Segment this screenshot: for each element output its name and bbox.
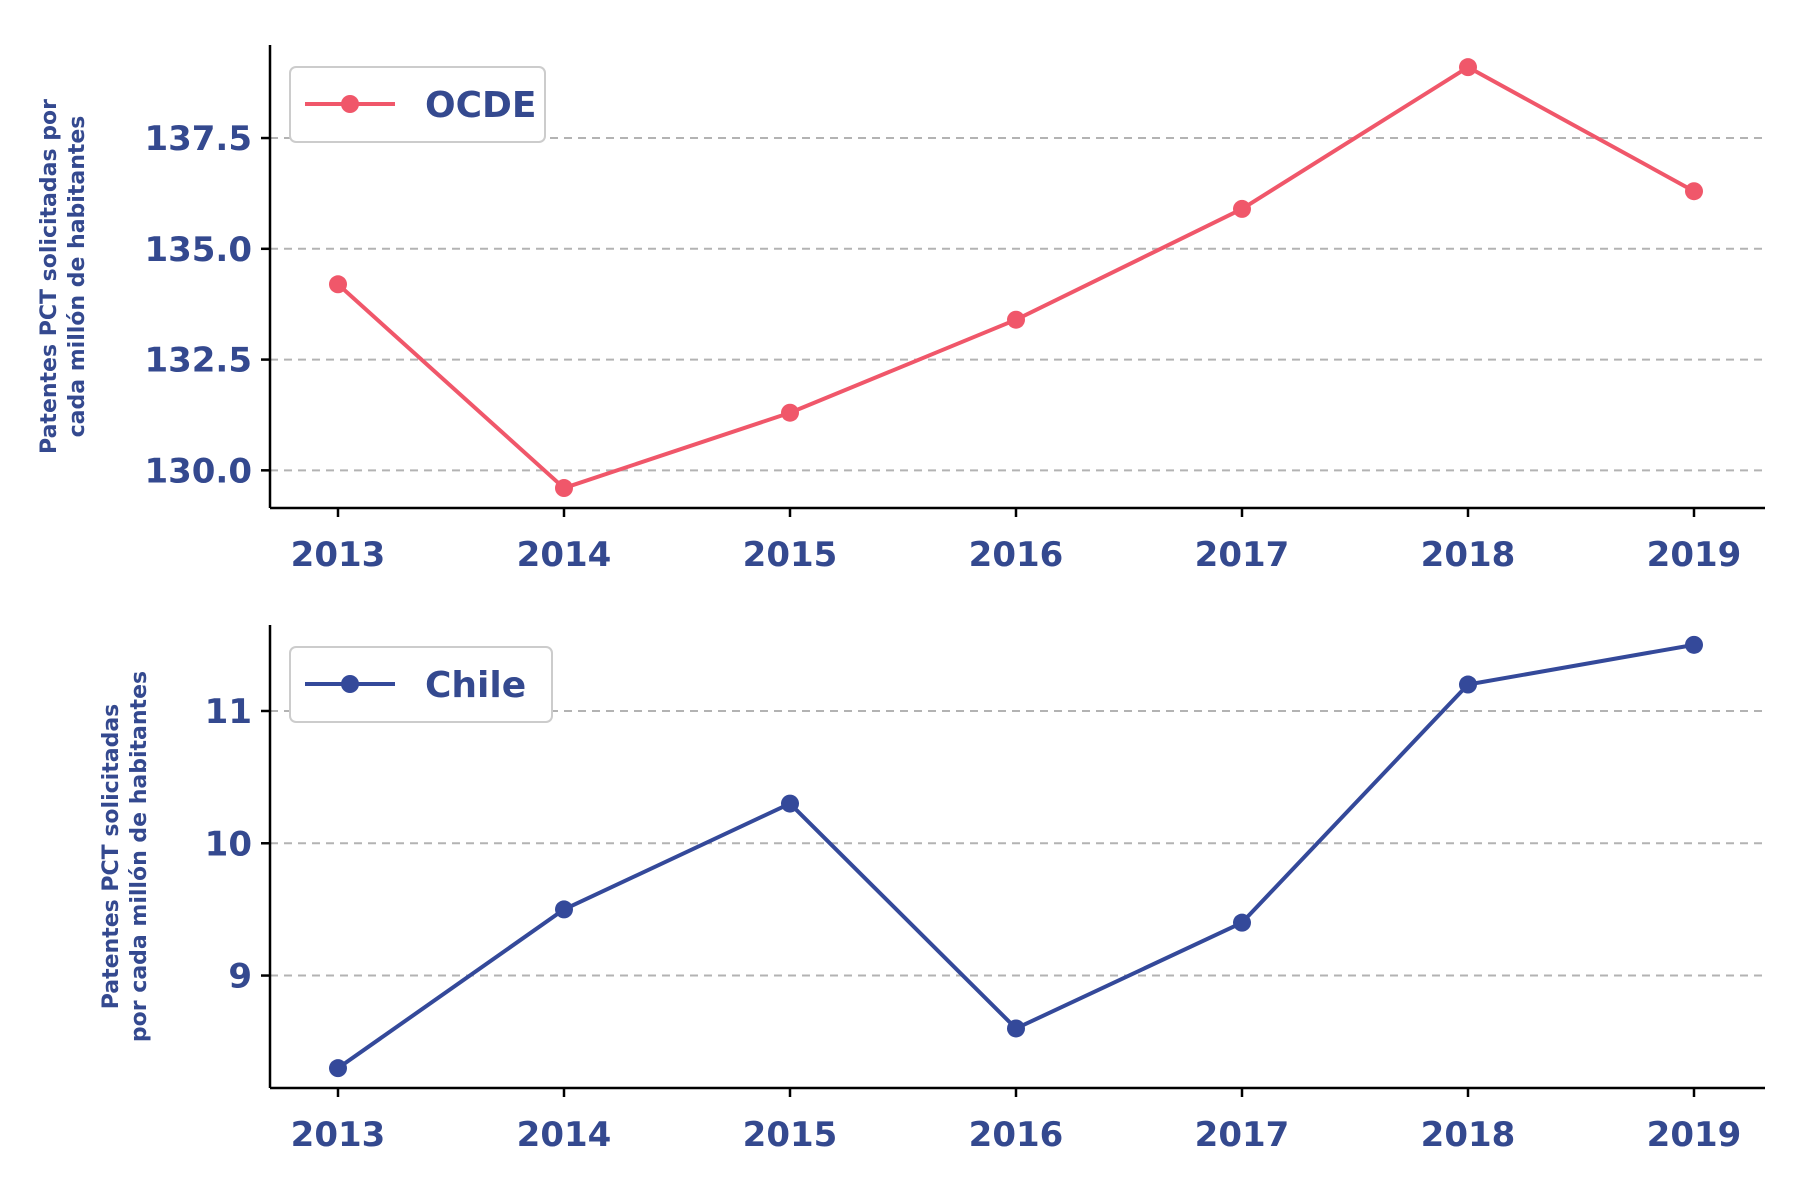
x-tick-label: 2019: [1647, 535, 1742, 575]
chart-panel-2: 9 10 11 2013 2014 2015 2016 2017 2018 2019 Patente…: [99, 625, 1765, 1155]
y-axis-label: Patentes PCT solicitadas por: [37, 99, 62, 454]
data-point: [555, 900, 573, 919]
y-tick-label: 132.5: [144, 341, 252, 381]
y-axis-label: cada millón de habitantes: [65, 116, 90, 438]
x-tick-label: 2015: [743, 1115, 838, 1155]
data-point: [1007, 310, 1025, 329]
legend-label: OCDE: [425, 85, 537, 126]
data-point: [1685, 635, 1703, 654]
x-tick-label: 2017: [1195, 1115, 1290, 1155]
legend-box: [289, 66, 546, 143]
x-tick-label: 2018: [1421, 1115, 1516, 1155]
data-point: [1233, 913, 1251, 932]
x-tick-label: 2015: [743, 535, 838, 575]
x-tick-label: 2014: [517, 535, 612, 575]
y-tick-label: 135.0: [144, 230, 252, 270]
data-point: [1233, 199, 1251, 218]
y-tick-label: 11: [205, 692, 252, 732]
data-point: [1459, 58, 1477, 77]
legend-label: Chile: [425, 665, 526, 706]
y-tick-label: 9: [228, 957, 252, 997]
x-tick-label: 2019: [1647, 1115, 1742, 1155]
data-point: [781, 403, 799, 422]
data-point: [1459, 675, 1477, 694]
data-point: [781, 794, 799, 813]
data-point: [1685, 182, 1703, 201]
y-axis-label: Patentes PCT solicitadas: [99, 704, 124, 1010]
data-point: [329, 275, 347, 294]
x-tick-label: 2016: [969, 535, 1064, 575]
y-axis-label: por cada millón de habitantes: [127, 671, 152, 1042]
y-tick-label: 130.0: [144, 451, 252, 491]
x-tick-label: 2017: [1195, 535, 1290, 575]
y-tick-label: 137.5: [144, 119, 252, 159]
legend-marker: [341, 95, 359, 113]
x-tick-label: 2018: [1421, 535, 1516, 575]
data-point: [1007, 1019, 1025, 1038]
data-point: [555, 479, 573, 498]
x-tick-label: 2013: [291, 535, 386, 575]
chart-panel-1: 130.0 132.5 135.0 137.5 2013 2014 2015 2016 2017…: [37, 45, 1765, 575]
legend-marker: [341, 675, 359, 693]
legend-box: [289, 646, 553, 723]
data-point: [329, 1059, 347, 1078]
x-tick-label: 2016: [969, 1115, 1064, 1155]
x-tick-label: 2014: [517, 1115, 612, 1155]
x-tick-label: 2013: [291, 1115, 386, 1155]
y-tick-label: 10: [205, 824, 252, 864]
